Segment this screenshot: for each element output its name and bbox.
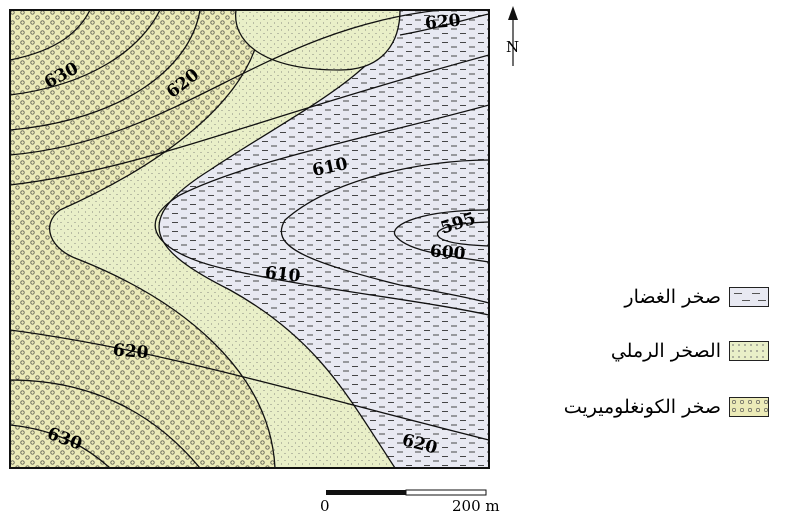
contour-line: [393, 209, 489, 263]
contour-line: [437, 221, 489, 247]
contour-lines: [10, 10, 489, 468]
contour-line: [10, 329, 489, 441]
sandstone-swatch-icon: [729, 341, 769, 361]
legend-item-shale: صخر الغضار: [624, 286, 769, 308]
contour-line: [10, 10, 441, 156]
conglomerate-swatch-icon: [729, 397, 769, 417]
contour-label: 620: [424, 11, 461, 34]
contour-line: [10, 10, 161, 96]
legend-label-sandstone: الصخر الرملي: [610, 340, 721, 362]
contour-line: [154, 104, 489, 316]
scale-start-label: 0: [320, 497, 330, 515]
legend-label-conglomerate: صخر الكونغلوميريت: [563, 396, 721, 418]
legend-item-conglomerate: صخر الكونغلوميريت: [564, 396, 769, 418]
shale-swatch-icon: [729, 287, 769, 307]
contour-line: [10, 10, 201, 131]
contour-label: 600: [429, 241, 466, 264]
contour-line: [280, 159, 489, 304]
north-label: N: [506, 38, 519, 56]
legend-item-sandstone: الصخر الرملي: [611, 340, 769, 362]
contour-label: 620: [112, 340, 149, 363]
contour-line: [10, 424, 111, 468]
map-frame: [9, 9, 490, 469]
north-arrow-icon: [508, 6, 518, 66]
scale-bar: [326, 489, 487, 496]
scale-end-label: 200 m: [452, 497, 500, 515]
contour-line: [399, 13, 489, 36]
contour-line: [10, 10, 91, 61]
legend-label-shale: صخر الغضار: [624, 286, 721, 308]
contour-line: [10, 54, 489, 186]
contour-label: 610: [264, 263, 302, 287]
contour-line: [10, 379, 201, 468]
